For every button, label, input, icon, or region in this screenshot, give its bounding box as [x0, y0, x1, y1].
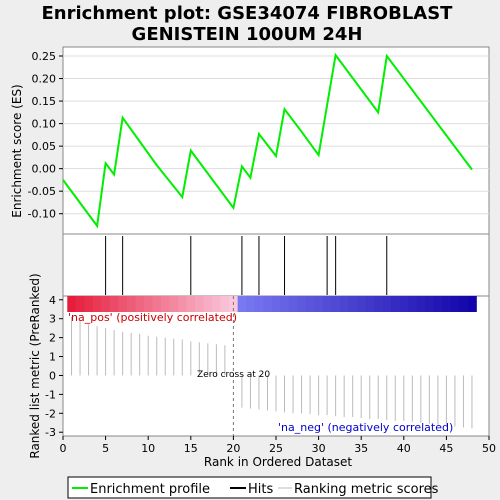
- heatmap-cell: [280, 296, 290, 312]
- rank-heatmap: [67, 296, 477, 312]
- rank-axis-label: Ranked list metric (PreRanked): [28, 273, 42, 458]
- hits-group: [105, 236, 388, 295]
- heatmap-cell: [75, 296, 85, 312]
- heatmap-cell: [305, 296, 315, 312]
- x-tick-label: 35: [354, 442, 368, 455]
- heatmap-cell: [212, 296, 222, 312]
- enrichment-profile-line: [62, 52, 473, 229]
- rank-y-tick-label: 0: [49, 369, 56, 382]
- rank-y-tick-label: -1: [45, 388, 56, 401]
- es-y-tick-label: 0.15: [32, 95, 57, 108]
- rank-y-tick-label: 1: [49, 351, 56, 364]
- heatmap-cell: [237, 296, 247, 312]
- heatmap-cell: [356, 296, 367, 312]
- rank-y-tick-label: -2: [45, 407, 56, 420]
- es-y-tick-label: 0.25: [32, 50, 57, 63]
- heatmap-cell: [118, 296, 128, 312]
- x-tick-label: 10: [141, 442, 155, 455]
- es-y-tick-label: -0.10: [28, 208, 56, 221]
- es-panel-frame: [62, 46, 490, 235]
- heatmap-cell: [399, 296, 409, 312]
- es-y-tick-label: 0.20: [32, 73, 57, 86]
- es-y-axis: 0.25 0.20 0.15 0.10 0.05 0.00 -0.05 -0.10: [28, 50, 63, 221]
- heatmap-cell: [101, 296, 111, 312]
- heatmap-cell: [331, 296, 341, 312]
- es-line-group: [62, 52, 473, 229]
- heatmap-cell: [339, 296, 350, 312]
- heatmap-cell: [67, 296, 77, 312]
- heatmap-cell: [220, 296, 230, 312]
- es-grid: [63, 55, 489, 215]
- heatmap-cell: [288, 296, 298, 312]
- x-axis-label: Rank in Ordered Dataset: [204, 455, 352, 469]
- x-axis: 0 5 10 15 20 25 30 35 40 45 50: [60, 436, 496, 455]
- heatmap-cell: [160, 296, 171, 312]
- heatmap-cell: [450, 296, 460, 312]
- rank-metric-group: [71, 296, 473, 436]
- legend-label-enrichment: Enrichment profile: [90, 482, 210, 497]
- x-tick-label: 20: [226, 442, 240, 455]
- zero-cross-label: Zero cross at 20: [197, 370, 270, 380]
- heatmap-cell: [109, 296, 119, 312]
- heatmap-cell: [84, 296, 94, 312]
- heatmap-cell: [442, 296, 452, 312]
- rank-panel-frame: [62, 295, 490, 437]
- x-tick-label: 40: [397, 442, 411, 455]
- heatmap-cell: [169, 296, 179, 312]
- heatmap-cell: [408, 296, 418, 312]
- x-tick-label: 45: [439, 442, 453, 455]
- heatmap-cell: [314, 296, 324, 312]
- heatmap-cell: [254, 296, 264, 312]
- heatmap-cell: [126, 296, 137, 312]
- x-tick-label: 5: [102, 442, 109, 455]
- heatmap-cell: [467, 296, 477, 312]
- hits-panel-frame: [62, 233, 490, 297]
- rank-y-tick-label: 2: [49, 332, 56, 345]
- negative-correlation-label: 'na_neg' (negatively correlated): [278, 421, 453, 434]
- heatmap-cell: [203, 296, 213, 312]
- heatmap-cell: [271, 296, 281, 312]
- rank-y-tick-label: 3: [49, 313, 56, 326]
- rank-y-axis: 4 3 2 1 0 -1 -2 -3: [45, 294, 63, 439]
- heatmap-cell: [152, 296, 162, 312]
- legend-label-hits: Hits: [248, 482, 273, 497]
- x-tick-label: 15: [184, 442, 198, 455]
- heatmap-cell: [143, 296, 154, 312]
- heatmap-cell: [178, 296, 188, 312]
- heatmap-cell: [365, 296, 375, 312]
- heatmap-cell: [263, 296, 273, 312]
- heatmap-cell: [459, 296, 469, 312]
- heatmap-cell: [425, 296, 435, 312]
- x-tick-label: 0: [60, 442, 67, 455]
- es-axis-label: Enrichment score (ES): [10, 84, 24, 217]
- heatmap-cell: [195, 296, 205, 312]
- es-y-tick-label: 0.10: [32, 118, 57, 131]
- heatmap-cell: [135, 296, 145, 312]
- es-y-tick-label: 0.05: [32, 140, 57, 153]
- heatmap-cell: [433, 296, 443, 312]
- chart-title-line-1: Enrichment plot: GSE34074 FIBROBLAST: [42, 3, 454, 24]
- es-y-tick-label: -0.05: [28, 185, 56, 198]
- x-tick-label: 50: [482, 442, 496, 455]
- x-tick-label: 30: [312, 442, 326, 455]
- heatmap-cell: [391, 296, 401, 312]
- heatmap-cell: [92, 296, 102, 312]
- heatmap-cell: [246, 296, 256, 312]
- rank-y-tick-label: 4: [49, 294, 56, 307]
- positive-correlation-label: 'na_pos' (positively correlated): [68, 311, 237, 324]
- heatmap-cell: [416, 296, 426, 312]
- chart-title-line-2: GENISTEIN 100UM 24H: [132, 24, 363, 45]
- heatmap-cell: [382, 296, 392, 312]
- heatmap-cell: [322, 296, 332, 312]
- es-y-tick-label: 0.00: [32, 163, 57, 176]
- heatmap-cell: [373, 296, 384, 312]
- rank-y-tick-label: -3: [45, 426, 56, 439]
- heatmap-cell: [186, 296, 196, 312]
- legend-box: [67, 476, 432, 499]
- heatmap-cell: [297, 296, 307, 312]
- heatmap-cell: [348, 296, 358, 312]
- x-tick-label: 25: [269, 442, 283, 455]
- legend-label-ranking: Ranking metric scores: [294, 482, 439, 497]
